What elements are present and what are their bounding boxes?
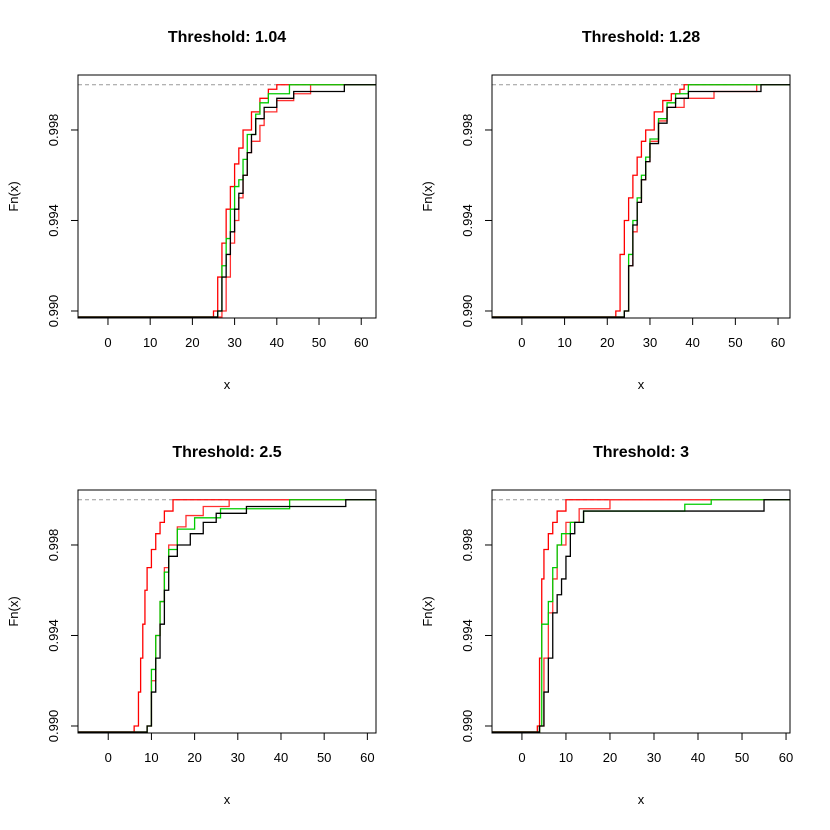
panel: Threshold: 1.04 x Fn(x) 0 10 20 30 40 50 60 0.990 0… xyxy=(6,29,377,392)
ecdf-line xyxy=(146,499,376,733)
y-tick-label: 0.990 xyxy=(460,295,475,328)
panel-title: Threshold: 2.5 xyxy=(172,444,281,461)
y-axis-label: Fn(x) xyxy=(6,596,21,626)
ecdf-line xyxy=(538,499,790,733)
ecdf-line xyxy=(538,499,790,733)
plot-area xyxy=(78,84,376,318)
y-tick-label: 0.998 xyxy=(460,114,475,147)
panel-title: Threshold: 3 xyxy=(593,444,689,461)
ecdf-line xyxy=(623,84,790,318)
x-tick-label: 10 xyxy=(559,750,573,765)
y-tick-label: 0.994 xyxy=(46,619,61,652)
x-tick-label: 20 xyxy=(187,750,201,765)
ecdf-line xyxy=(221,84,376,318)
panel: Threshold: 3 x Fn(x) 0 10 20 30 40 50 60 0.990 0.99… xyxy=(420,444,793,807)
x-tick-label: 0 xyxy=(518,335,525,350)
x-axis-label: x xyxy=(638,377,645,392)
panel: Threshold: 1.28 x Fn(x) 0 10 20 30 40 50 60 0.990 0… xyxy=(420,29,791,392)
y-tick-label: 0.998 xyxy=(460,529,475,562)
x-tick-label: 60 xyxy=(360,750,374,765)
x-tick-label: 10 xyxy=(557,335,571,350)
y-tick-label: 0.990 xyxy=(46,295,61,328)
x-axis-label: x xyxy=(638,792,645,807)
y-axis-label: Fn(x) xyxy=(420,181,435,211)
x-tick-label: 20 xyxy=(603,750,617,765)
panel-title: Threshold: 1.04 xyxy=(168,29,286,46)
x-tick-label: 0 xyxy=(104,335,111,350)
x-tick-label: 60 xyxy=(779,750,793,765)
y-tick-label: 0.994 xyxy=(460,619,475,652)
x-tick-label: 30 xyxy=(643,335,657,350)
plot-area xyxy=(492,499,790,733)
plot-frame xyxy=(491,74,791,319)
x-tick-label: 10 xyxy=(143,335,157,350)
y-tick-label: 0.998 xyxy=(46,114,61,147)
x-axis-label: x xyxy=(224,377,231,392)
x-tick-label: 20 xyxy=(600,335,614,350)
x-tick-label: 30 xyxy=(227,335,241,350)
y-tick-label: 0.990 xyxy=(46,710,61,743)
x-tick-label: 40 xyxy=(270,335,284,350)
ecdf-line xyxy=(146,499,376,733)
x-tick-label: 50 xyxy=(317,750,331,765)
ecdf-line xyxy=(623,84,790,318)
y-axis-label: Fn(x) xyxy=(6,181,21,211)
ecdf-line xyxy=(623,84,790,318)
x-tick-label: 40 xyxy=(274,750,288,765)
x-tick-label: 10 xyxy=(144,750,158,765)
x-tick-label: 0 xyxy=(518,750,525,765)
y-tick-label: 0.994 xyxy=(46,204,61,237)
plot-frame xyxy=(77,74,377,319)
x-tick-label: 40 xyxy=(685,335,699,350)
y-axis-label: Fn(x) xyxy=(420,596,435,626)
plot-area xyxy=(78,499,376,733)
ecdf-line xyxy=(538,499,790,733)
x-tick-label: 50 xyxy=(728,335,742,350)
x-axis-label: x xyxy=(224,792,231,807)
x-tick-label: 0 xyxy=(105,750,112,765)
panel-title: Threshold: 1.28 xyxy=(582,29,700,46)
plot-frame xyxy=(77,489,377,734)
ecdf-line xyxy=(212,84,376,318)
y-tick-label: 0.990 xyxy=(460,710,475,743)
y-tick-label: 0.998 xyxy=(46,529,61,562)
y-tick-label: 0.994 xyxy=(460,204,475,237)
panel: Threshold: 2.5 x Fn(x) 0 10 20 30 40 50 60 0.990 0.… xyxy=(6,444,377,807)
ecdf-line xyxy=(536,499,790,733)
ecdf-line xyxy=(146,499,376,733)
ecdf-line xyxy=(217,84,376,318)
x-tick-label: 60 xyxy=(354,335,368,350)
ecdf-line xyxy=(217,84,376,318)
x-tick-label: 50 xyxy=(312,335,326,350)
x-tick-label: 60 xyxy=(771,335,785,350)
x-tick-label: 50 xyxy=(735,750,749,765)
x-tick-label: 30 xyxy=(231,750,245,765)
plot-area xyxy=(492,84,790,318)
plot-frame xyxy=(491,489,791,734)
x-tick-label: 20 xyxy=(185,335,199,350)
ecdf-line xyxy=(133,499,376,733)
x-tick-label: 30 xyxy=(647,750,661,765)
x-tick-label: 40 xyxy=(691,750,705,765)
